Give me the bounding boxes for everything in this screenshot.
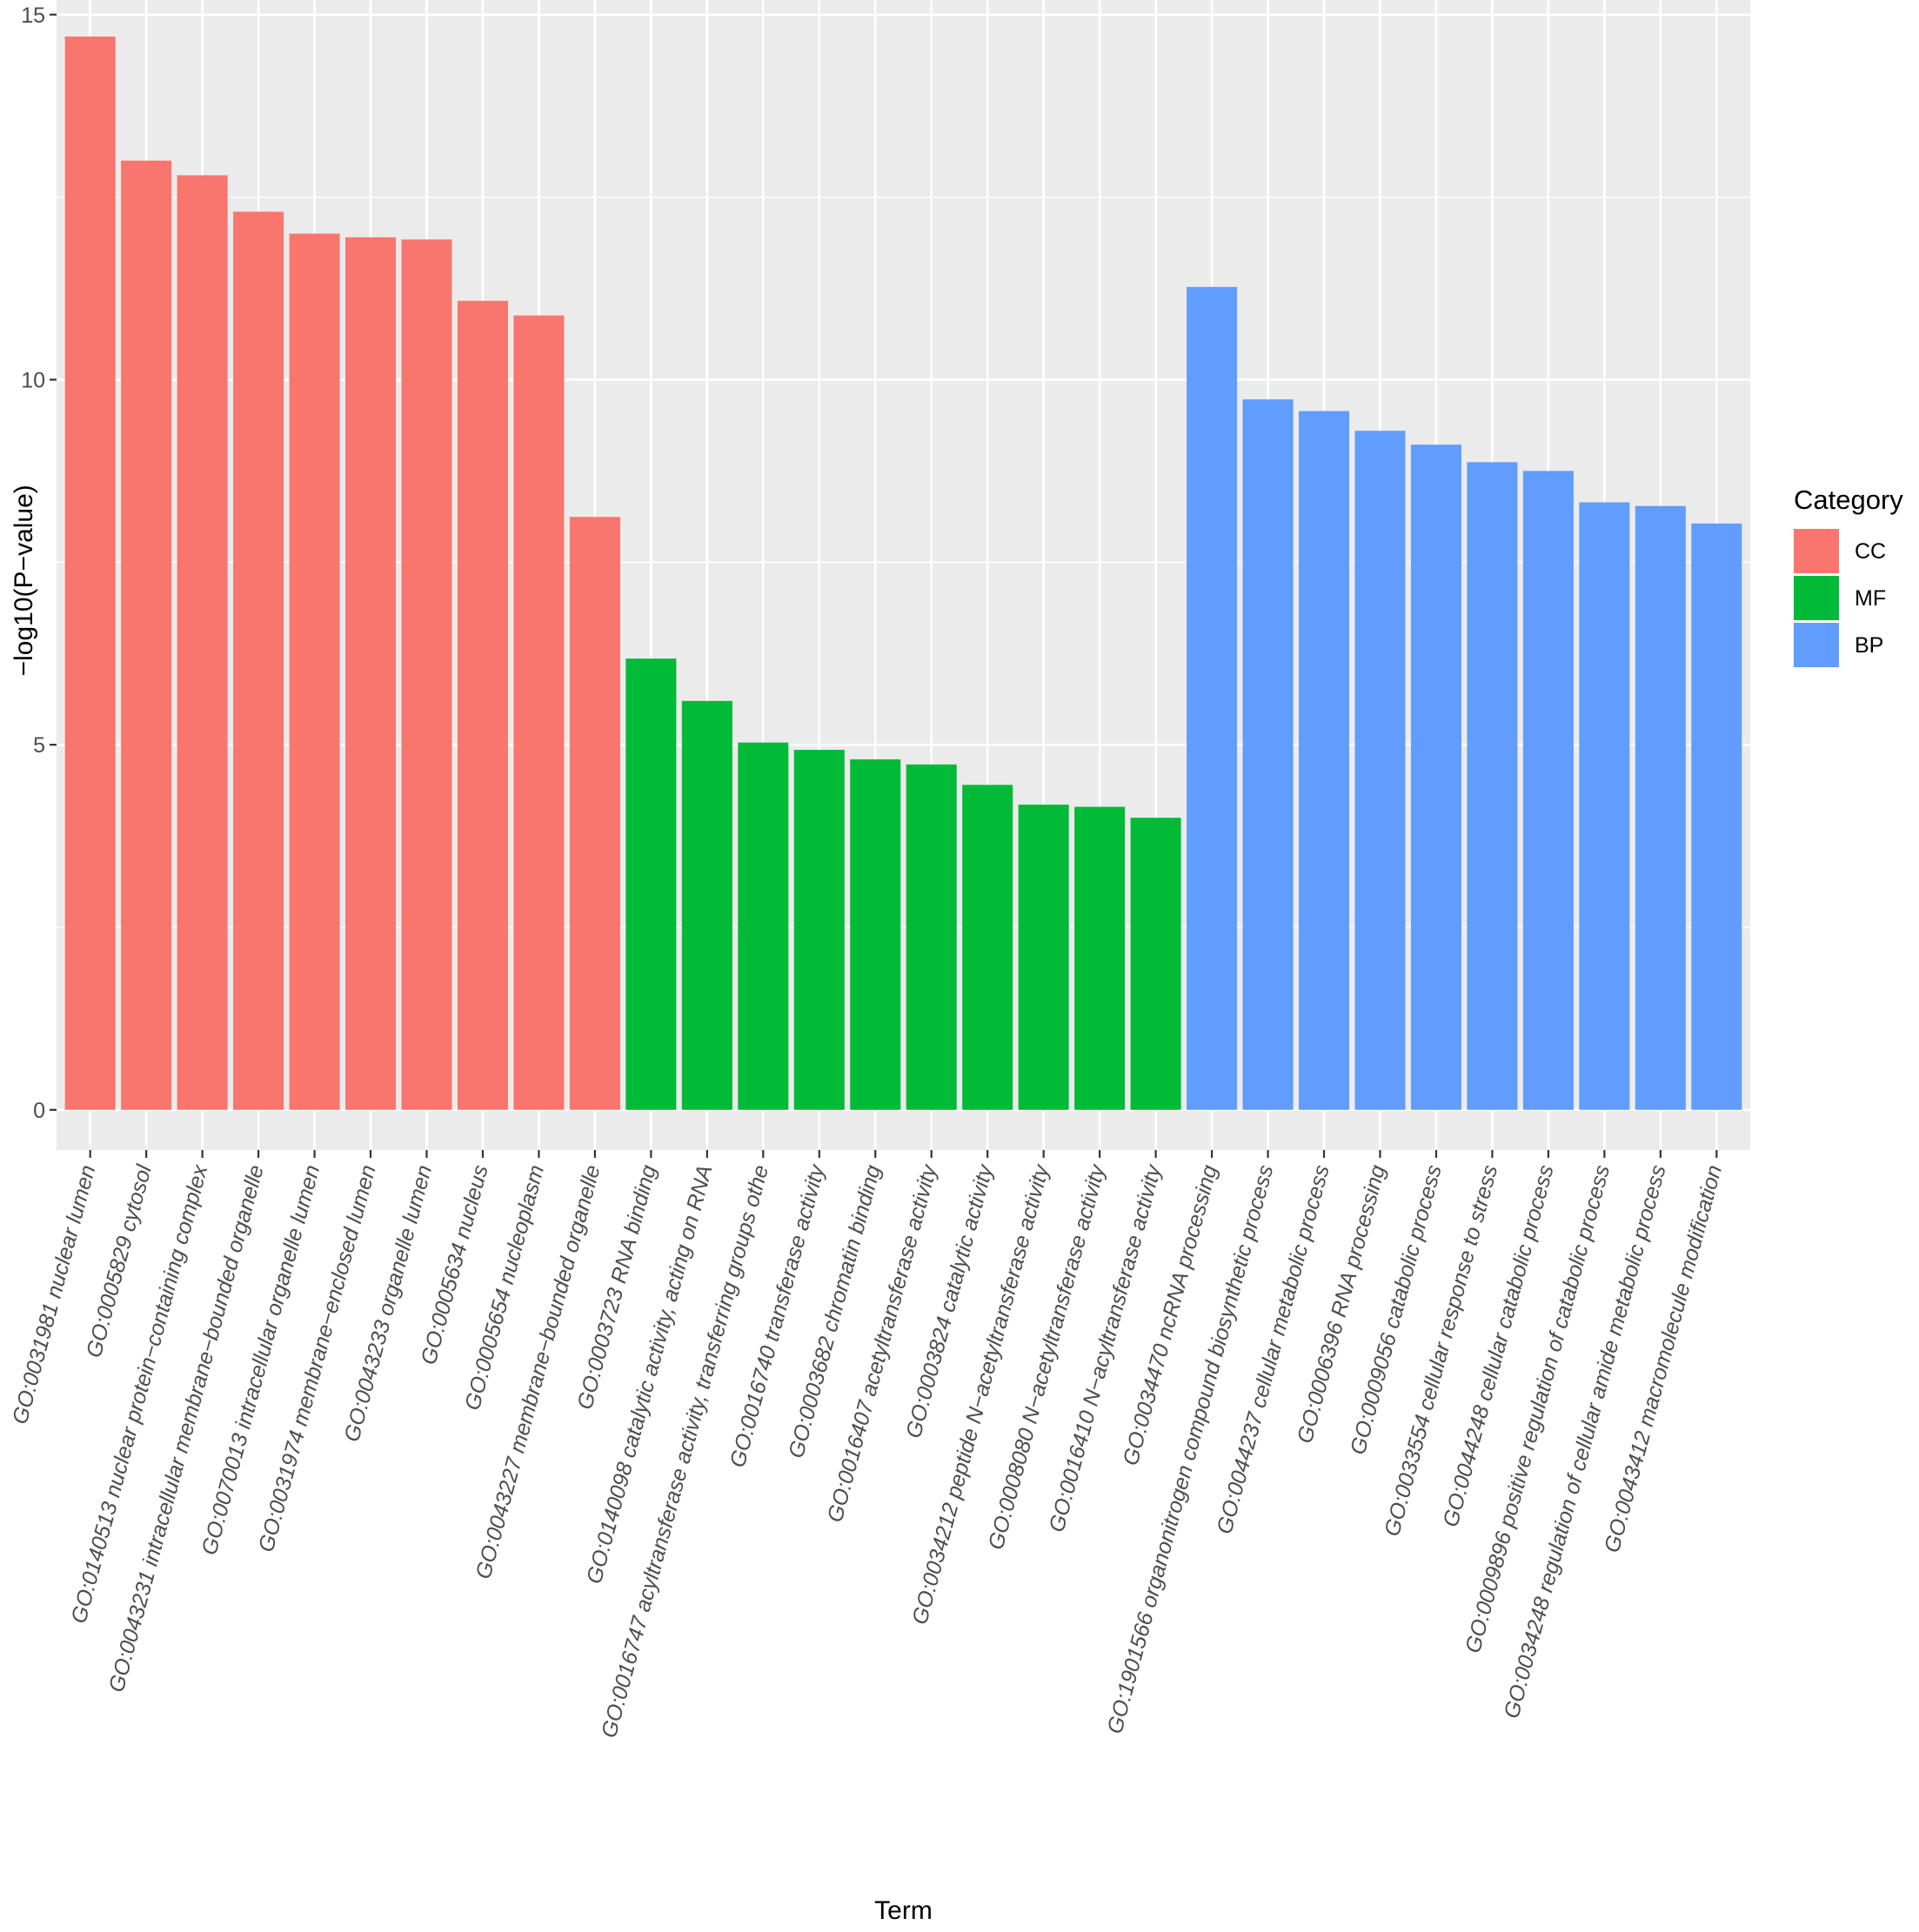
bar-mf xyxy=(625,658,677,1110)
bar-cc xyxy=(64,36,116,1110)
bar-mf xyxy=(681,700,732,1110)
legend-label-bp: BP xyxy=(1855,633,1883,658)
bar-bp xyxy=(1354,431,1406,1110)
bar-cc xyxy=(233,211,284,1110)
bar-cc xyxy=(121,160,172,1110)
bar-mf xyxy=(1130,818,1181,1110)
bar-mf xyxy=(1074,806,1126,1110)
bar-bp xyxy=(1579,502,1630,1110)
y-tick-label: 5 xyxy=(33,733,45,758)
y-tick-label: 15 xyxy=(21,3,45,28)
bar-cc xyxy=(289,233,340,1110)
y-axis-title: −log10(P−value) xyxy=(10,485,38,676)
bar-bp xyxy=(1410,445,1461,1110)
bar-mf xyxy=(793,750,845,1110)
bar-bp xyxy=(1187,286,1238,1110)
x-tick-label: GO:0044248 cellular catabolic process xyxy=(1439,1162,1559,1529)
bars xyxy=(64,36,1742,1110)
bar-bp xyxy=(1299,411,1350,1110)
bar-mf xyxy=(962,785,1013,1110)
legend-key-cc xyxy=(1794,529,1839,573)
bar-bp xyxy=(1242,399,1294,1110)
legend-key-bp xyxy=(1794,623,1839,667)
legend-key-mf xyxy=(1794,576,1839,620)
legend: Category CC MF BP xyxy=(1794,485,1903,667)
bar-mf xyxy=(906,764,957,1110)
x-tick-label: GO:0031981 nuclear lumen xyxy=(8,1162,101,1427)
bar-bp xyxy=(1522,471,1574,1110)
y-tick-label: 0 xyxy=(33,1099,45,1123)
bar-cc xyxy=(569,517,620,1110)
y-tick-label: 10 xyxy=(21,368,45,392)
bar-cc xyxy=(513,315,565,1110)
bar-bp xyxy=(1635,505,1686,1110)
bar-cc xyxy=(401,239,452,1110)
bar-mf xyxy=(1018,804,1069,1110)
x-axis-title: Term xyxy=(874,1896,933,1925)
legend-label-cc: CC xyxy=(1855,539,1886,564)
y-axis: 0 5 10 15 xyxy=(21,3,57,1123)
bar-cc xyxy=(177,175,228,1110)
x-tick-label: GO:0016407 acetyltransferase activity xyxy=(823,1161,942,1525)
legend-title: Category xyxy=(1794,485,1903,515)
bar-cc xyxy=(457,300,508,1110)
bar-bp xyxy=(1691,523,1742,1110)
bar-mf xyxy=(850,759,901,1110)
legend-label-mf: MF xyxy=(1855,586,1886,611)
bar-bp xyxy=(1467,462,1518,1110)
bar-cc xyxy=(345,237,397,1110)
bar-mf xyxy=(738,742,789,1110)
